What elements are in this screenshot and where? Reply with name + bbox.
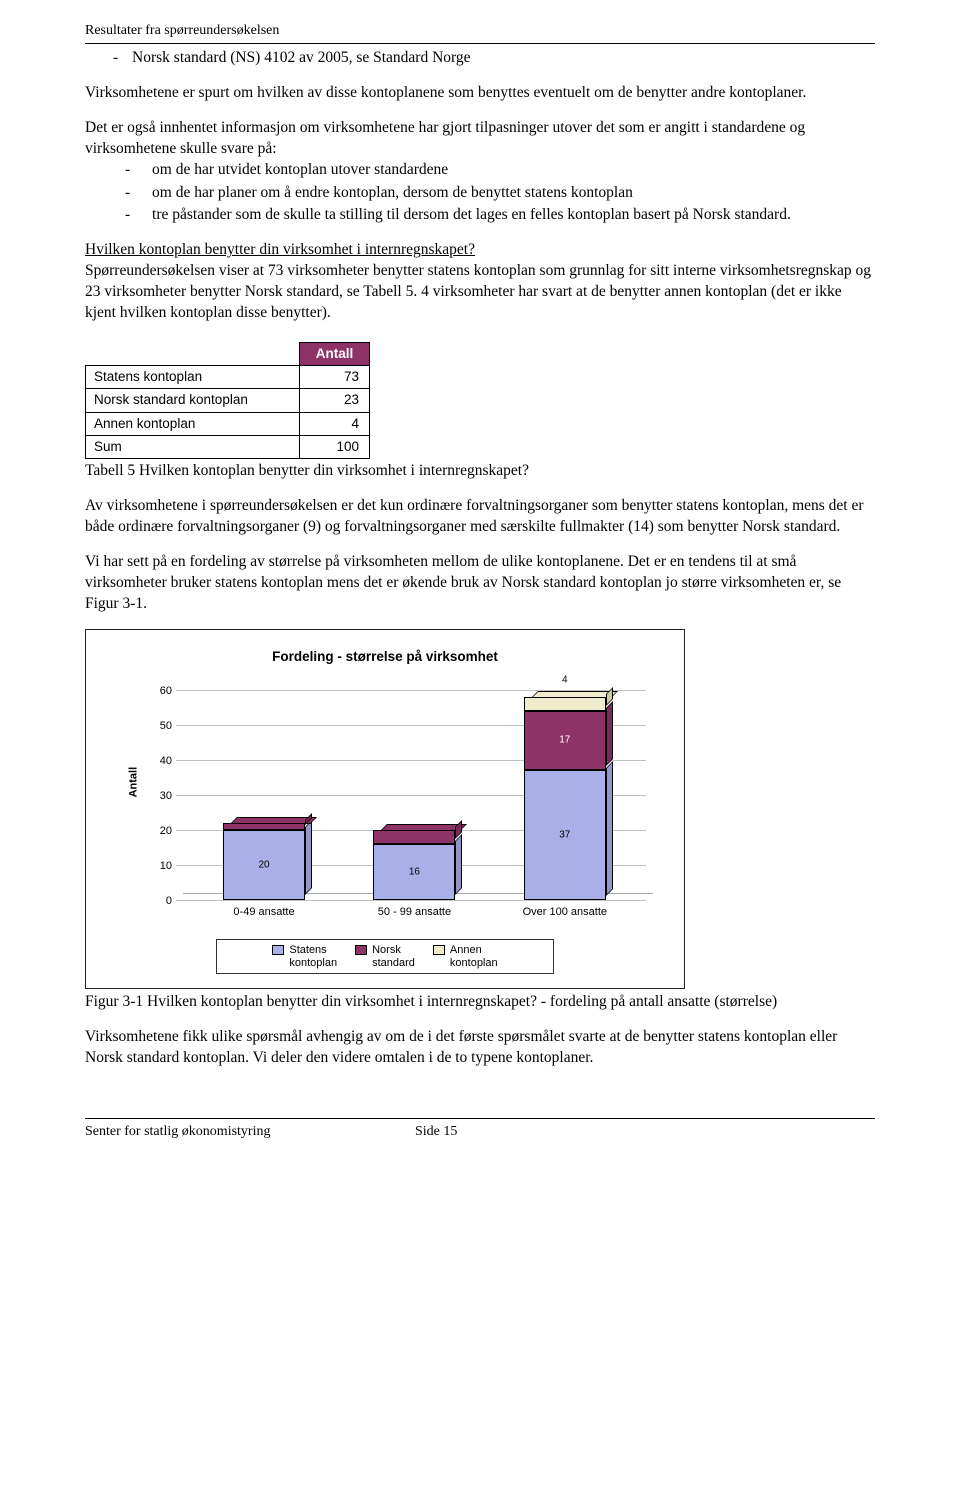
cell-value: 4 — [300, 412, 370, 435]
sub-bullet: tre påstander som de skulle ta stilling … — [85, 205, 875, 226]
bar-segment: 16 — [373, 844, 455, 900]
footer-left: Senter for statlig økonomistyring — [85, 1123, 415, 1142]
cell-label: Norsk standard kontoplan — [86, 389, 300, 412]
figure-caption: Figur 3-1 Hvilken kontoplan benytter din… — [85, 992, 875, 1013]
question-heading: Hvilken kontoplan benytter din virksomhe… — [85, 241, 475, 258]
table-row: Annen kontoplan 4 — [86, 412, 370, 435]
page-footer: Senter for statlig økonomistyring Side 1… — [85, 1118, 875, 1142]
chart-legend: Statenskontoplan Norskstandard Annenkont… — [216, 939, 554, 973]
legend-item: Statenskontoplan — [272, 944, 337, 968]
ytick-label: 60 — [148, 684, 172, 699]
bar-segment: 37 — [524, 770, 606, 900]
cell-label: Annen kontoplan — [86, 412, 300, 435]
legend-item: Annenkontoplan — [433, 944, 498, 968]
xtick-label: 50 - 99 ansatte — [378, 905, 451, 920]
sub-bullet: om de har planer om å endre kontoplan, d… — [85, 183, 875, 204]
chart-plot: 01020304050602020-49 ansatte16450 - 99 a… — [176, 690, 646, 900]
ytick-label: 50 — [148, 719, 172, 734]
chart-container: Fordeling - størrelse på virksomhet Anta… — [85, 629, 685, 989]
xtick-label: Over 100 ansatte — [523, 905, 607, 920]
cell-value: 23 — [300, 389, 370, 412]
ytick-label: 0 — [148, 894, 172, 909]
outro-para: Virksomhetene fikk ulike spørsmål avheng… — [85, 1027, 875, 1069]
para-after-1: Av virksomhetene i spørreundersøkelsen e… — [85, 496, 875, 538]
cell-label: Statens kontoplan — [86, 366, 300, 389]
intro-para-1: Virksomhetene er spurt om hvilken av dis… — [85, 83, 875, 104]
table-row: Norsk standard kontoplan 23 — [86, 389, 370, 412]
chart-ylabel: Antall — [127, 767, 142, 798]
xtick-label: 0-49 ansatte — [233, 905, 294, 920]
cell-value: 100 — [300, 435, 370, 458]
para-after-2: Vi har sett på en fordeling av størrelse… — [85, 552, 875, 615]
col-antall: Antall — [300, 343, 370, 366]
page-header: Resultater fra spørreundersøkelsen — [85, 22, 875, 44]
ytick-label: 40 — [148, 754, 172, 769]
table-row: Statens kontoplan 73 — [86, 366, 370, 389]
table-caption: Tabell 5 Hvilken kontoplan benytter din … — [85, 461, 875, 482]
top-bullet: Norsk standard (NS) 4102 av 2005, se Sta… — [85, 48, 875, 69]
table-row: Sum 100 — [86, 435, 370, 458]
bar-segment: 2 — [223, 823, 305, 830]
footer-right: Side 15 — [415, 1123, 457, 1142]
cell-label: Sum — [86, 435, 300, 458]
question-block: Hvilken kontoplan benytter din virksomhe… — [85, 240, 875, 324]
bar-segment: 4 — [373, 830, 455, 844]
swatch-icon — [272, 945, 284, 955]
legend-item: Norskstandard — [355, 944, 415, 968]
cell-value: 73 — [300, 366, 370, 389]
question-body: Spørreundersøkelsen viser at 73 virksomh… — [85, 262, 871, 321]
sub-bullet: om de har utvidet kontoplan utover stand… — [85, 160, 875, 181]
kontoplan-table: Antall Statens kontoplan 73 Norsk standa… — [85, 342, 370, 459]
ytick-label: 30 — [148, 789, 172, 804]
chart-title: Fordeling - størrelse på virksomhet — [86, 648, 684, 666]
bar-segment: 17 — [524, 711, 606, 771]
ytick-label: 20 — [148, 824, 172, 839]
ytick-label: 10 — [148, 859, 172, 874]
swatch-icon — [433, 945, 445, 955]
bar-segment: 20 — [223, 830, 305, 900]
intro-para-2: Det er også innhentet informasjon om vir… — [85, 118, 875, 160]
swatch-icon — [355, 945, 367, 955]
bar-segment: 4 — [524, 697, 606, 711]
